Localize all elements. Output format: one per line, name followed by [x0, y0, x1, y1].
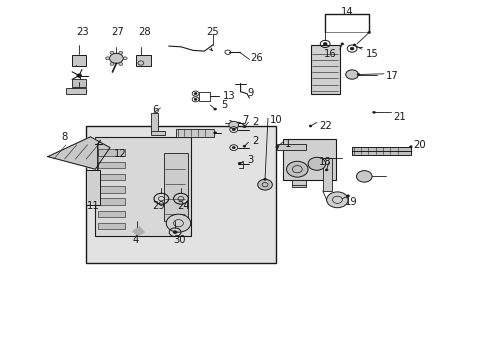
Text: 1: 1 — [284, 139, 290, 149]
Circle shape — [173, 231, 177, 234]
Text: 16: 16 — [323, 49, 336, 59]
Bar — [199, 92, 209, 101]
Circle shape — [275, 146, 278, 148]
Bar — [98, 223, 124, 229]
Text: 3: 3 — [246, 155, 253, 165]
Bar — [98, 186, 124, 193]
Circle shape — [325, 169, 327, 171]
Text: 9: 9 — [246, 88, 253, 98]
Polygon shape — [48, 137, 110, 169]
Circle shape — [194, 93, 197, 95]
Circle shape — [346, 195, 349, 197]
Bar — [98, 149, 124, 156]
Circle shape — [243, 126, 245, 128]
Circle shape — [356, 73, 359, 76]
Circle shape — [372, 111, 375, 113]
Text: 14: 14 — [340, 6, 353, 17]
Bar — [163, 153, 188, 221]
Bar — [136, 55, 150, 66]
Circle shape — [232, 147, 235, 149]
Circle shape — [340, 43, 343, 45]
Circle shape — [408, 146, 411, 148]
Text: 18: 18 — [318, 157, 331, 167]
Bar — [322, 158, 331, 191]
Text: 17: 17 — [386, 71, 398, 81]
Circle shape — [323, 42, 326, 45]
Bar — [72, 79, 86, 87]
Bar — [292, 180, 305, 187]
Circle shape — [213, 108, 216, 110]
Text: 23: 23 — [76, 27, 88, 37]
Bar — [282, 139, 336, 180]
Circle shape — [307, 157, 325, 170]
Circle shape — [257, 179, 272, 190]
Circle shape — [263, 178, 266, 180]
Circle shape — [213, 132, 216, 134]
Text: 2: 2 — [251, 117, 258, 127]
Text: 8: 8 — [61, 132, 67, 142]
Circle shape — [349, 47, 353, 50]
Text: 7: 7 — [242, 114, 248, 125]
Circle shape — [356, 171, 371, 182]
Circle shape — [238, 163, 241, 165]
Polygon shape — [133, 227, 144, 236]
Text: 26: 26 — [250, 53, 263, 63]
Text: 28: 28 — [138, 27, 150, 37]
Text: 21: 21 — [393, 112, 406, 122]
Text: 6: 6 — [152, 105, 159, 115]
Circle shape — [194, 98, 197, 100]
Text: 22: 22 — [318, 121, 331, 131]
Bar — [66, 88, 85, 94]
Circle shape — [308, 125, 311, 127]
Circle shape — [105, 57, 109, 60]
Circle shape — [243, 145, 245, 147]
Bar — [150, 113, 158, 133]
Circle shape — [352, 44, 355, 46]
Bar — [98, 211, 124, 217]
Bar — [98, 198, 124, 205]
Circle shape — [232, 129, 235, 131]
Circle shape — [77, 74, 81, 77]
Bar — [351, 147, 410, 155]
Text: 27: 27 — [111, 27, 123, 37]
Circle shape — [119, 51, 122, 54]
Bar — [85, 126, 276, 263]
Circle shape — [345, 70, 358, 79]
Text: 20: 20 — [412, 140, 425, 150]
Bar — [72, 55, 86, 66]
Bar — [95, 137, 190, 236]
Text: 30: 30 — [173, 235, 186, 246]
Bar — [98, 174, 124, 180]
Text: 11: 11 — [86, 201, 99, 211]
Text: 4: 4 — [133, 235, 139, 246]
Text: 10: 10 — [269, 114, 282, 125]
Text: 29: 29 — [152, 201, 165, 211]
Bar — [310, 45, 339, 94]
Circle shape — [109, 53, 123, 63]
Circle shape — [110, 51, 114, 54]
Circle shape — [110, 63, 114, 66]
Text: 5: 5 — [221, 100, 227, 110]
Bar — [277, 144, 305, 150]
Circle shape — [123, 57, 127, 60]
Bar — [176, 129, 214, 137]
Circle shape — [367, 31, 370, 33]
Circle shape — [286, 161, 307, 177]
Circle shape — [326, 192, 347, 208]
Text: 24: 24 — [177, 201, 189, 211]
Circle shape — [228, 121, 238, 129]
Text: 15: 15 — [365, 49, 378, 59]
Text: 2: 2 — [251, 136, 258, 146]
Text: 13: 13 — [222, 91, 235, 102]
Bar — [85, 170, 100, 205]
Text: 25: 25 — [206, 27, 219, 37]
Bar — [98, 162, 124, 168]
Text: 12: 12 — [113, 149, 126, 159]
Circle shape — [166, 214, 190, 232]
Bar — [150, 131, 165, 135]
Circle shape — [119, 63, 122, 66]
Text: 19: 19 — [345, 197, 357, 207]
